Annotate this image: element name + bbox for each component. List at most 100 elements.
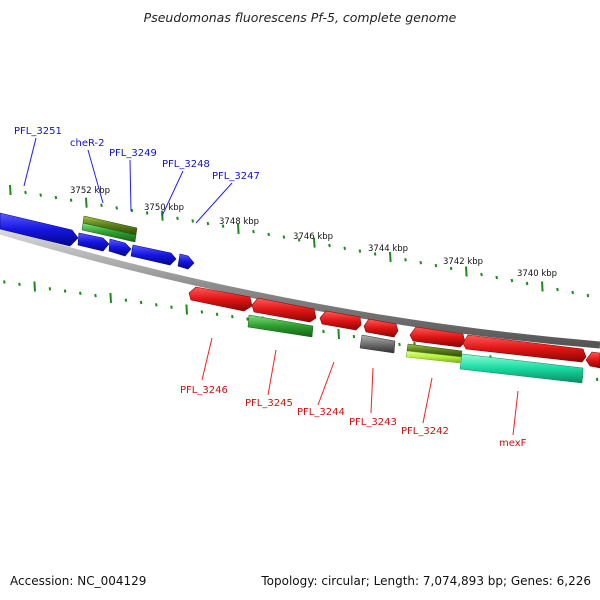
forward-strand [0,212,195,270]
minor-tick [328,243,331,248]
forward-gene-labels: PFL_3251 cheR-2 PFL_3249 PFL_3248 PFL_32… [14,126,260,182]
minor-tick [571,290,574,295]
minor-tick [267,232,270,237]
gene-PFL_3244[interactable] [319,310,362,331]
minor-tick [434,263,438,268]
gene-label-cheR-2[interactable]: cheR-2 [70,138,105,149]
genome-backbone [0,227,600,349]
minor-tick [221,224,225,228]
gene-label-PFL_3242[interactable]: PFL_3242 [401,426,449,437]
gene-label-PFL_3245[interactable]: PFL_3245 [245,398,293,409]
minor-tick [352,334,356,339]
gene-PFL_3249[interactable] [108,238,132,257]
accession-text: Accession: NC_004129 [10,574,147,588]
minor-tick [595,377,599,382]
major-tick [9,184,12,196]
gene-cheR-2[interactable] [77,232,110,252]
gene-PFL_3242[interactable] [409,326,466,348]
callout-line [129,159,132,212]
minor-tick [130,208,134,213]
cds-teal-1[interactable] [459,353,584,384]
minor-tick [69,198,73,202]
major-tick [313,237,316,248]
gene-PFL_3251[interactable] [0,212,79,247]
major-tick [237,223,240,234]
minor-tick [170,305,173,309]
cds-green-2[interactable] [247,314,314,338]
gene-PFL_3246[interactable] [188,286,253,312]
reverse-callouts [201,337,519,436]
cds-lime-1[interactable] [405,350,462,364]
gene-PFL_3247[interactable] [177,253,195,270]
minor-tick [373,252,377,256]
scale-label: 3746 kbp [293,232,333,242]
gene-label-PFL_3248[interactable]: PFL_3248 [162,159,210,170]
major-tick [541,281,544,292]
callout-line [370,367,374,414]
scale-label: 3748 kbp [219,217,259,227]
gene-label-PFL_3246[interactable]: PFL_3246 [180,385,228,396]
map-title: Pseudomonas fluorescens Pf-5, complete g… [143,10,457,25]
gene-PFL_3245[interactable] [251,297,317,323]
callout-line [23,137,37,187]
minor-tick [54,195,58,200]
minor-tick [358,249,362,253]
minor-tick [404,258,407,262]
major-tick [465,266,468,277]
minor-tick [297,238,301,242]
gene-partial-right[interactable] [585,351,600,369]
minor-tick [231,315,234,319]
gene-label-PFL_3251[interactable]: PFL_3251 [14,126,62,137]
gene-label-PFL_3244[interactable]: PFL_3244 [297,407,345,418]
scale-label: 3742 kbp [443,257,483,267]
scale-labels: 3752 kbp 3750 kbp 3748 kbp 3746 kbp 3744… [70,186,557,279]
major-tick [337,328,340,340]
minor-tick [39,193,42,197]
scale-label: 3740 kbp [517,269,557,279]
minor-tick [176,216,179,220]
scale-label: 3750 kbp [144,203,184,213]
topology-text: Topology: circular; Length: 7,074,893 bp… [261,574,591,588]
minor-tick [206,221,210,226]
callout-line [512,390,519,436]
major-tick [33,281,36,292]
minor-tick [63,289,67,293]
minor-tick [115,206,118,210]
forward-cds [81,215,138,243]
cds-gray-1[interactable] [359,334,396,354]
minor-tick [79,291,82,295]
callout-line [317,361,335,406]
callout-line [161,170,184,217]
cds-green-1[interactable] [81,222,137,243]
minor-tick [510,278,514,283]
major-tick [109,292,112,303]
major-tick [389,251,392,262]
callout-line [267,349,277,396]
minor-tick [94,293,97,298]
major-tick [185,304,188,315]
gene-PFL_3243[interactable] [363,318,399,338]
gene-mexF[interactable] [462,334,587,363]
minor-tick [48,287,52,291]
minor-tick [495,275,498,280]
minor-tick [200,310,204,314]
minor-tick [139,300,143,305]
minor-tick [3,280,6,284]
minor-tick [155,303,158,307]
minor-tick [343,246,346,250]
minor-tick [145,211,149,215]
gene-label-PFL_3247[interactable]: PFL_3247 [212,171,260,182]
gene-label-PFL_3243[interactable]: PFL_3243 [349,417,397,428]
upper-scale-ticks [9,184,590,298]
minor-tick [246,317,249,321]
gene-label-PFL_3249[interactable]: PFL_3249 [109,148,157,159]
minor-tick [18,282,21,286]
gene-label-mexF[interactable]: mexF [499,438,527,449]
minor-tick [100,203,103,207]
major-tick [85,197,88,208]
minor-tick [586,293,590,298]
reverse-cds [247,314,584,384]
gene-PFL_3248[interactable] [130,244,177,266]
callout-line [87,149,104,204]
